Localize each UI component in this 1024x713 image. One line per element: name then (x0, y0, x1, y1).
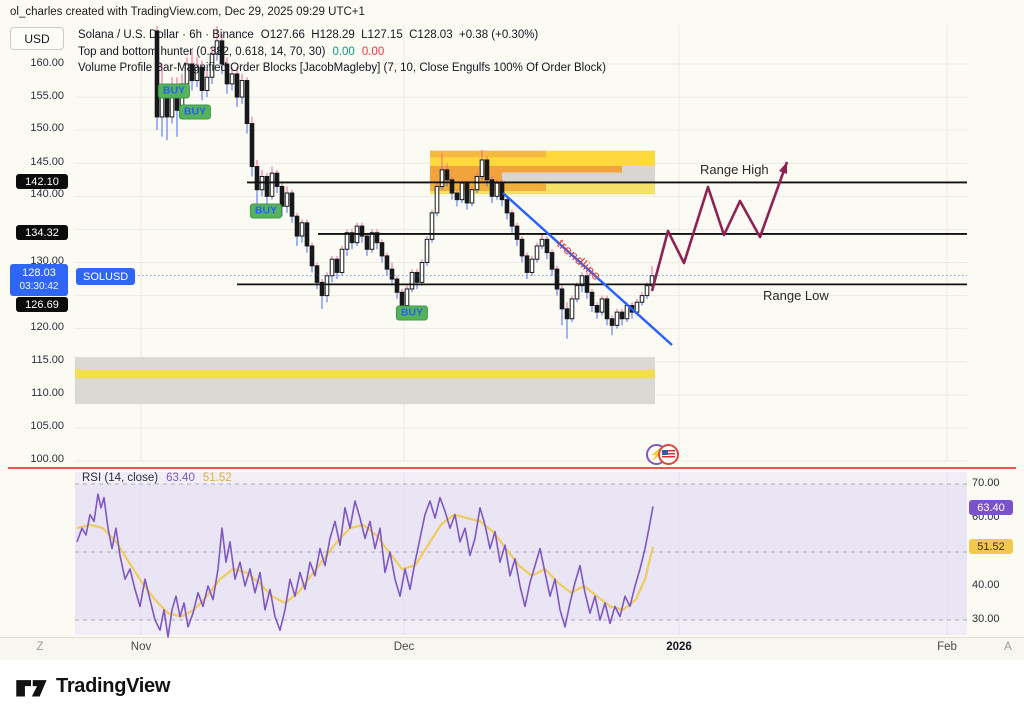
pane-separator-line[interactable] (8, 467, 1016, 469)
tradingview-logo-icon[interactable] (14, 674, 48, 700)
legend-symbol-row[interactable]: Solana / U.S. Dollar · 6h · Binance O127.… (78, 27, 606, 44)
price-tick: 105.00 (30, 420, 64, 432)
symbol-badge: SOLUSD (76, 268, 136, 285)
chart-legend: Solana / U.S. Dollar · 6h · Binance O127.… (78, 27, 606, 77)
bar-countdown: 03:30:42 (19, 281, 59, 292)
rsi-ma-value: 51.52 (202, 472, 232, 484)
indicator-1-name: Top and bottom hunter (0.382, 0.618, 14,… (78, 45, 326, 58)
tradingview-wordmark[interactable]: TradingView (56, 675, 171, 697)
projection-zigzag[interactable] (650, 161, 789, 292)
order-block-zone[interactable] (75, 357, 655, 405)
order-block-zone[interactable] (430, 150, 546, 158)
time-axis-label: Feb (937, 641, 957, 653)
price-tick: 120.00 (30, 321, 64, 333)
buy-label: BUY (395, 305, 429, 321)
indicator-1-value-green: 0.00 (332, 45, 355, 58)
price-tick: 150.00 (30, 122, 64, 134)
currency-button[interactable]: USD (10, 27, 64, 50)
footer: TradingView (0, 660, 1024, 713)
range-high-annotation[interactable]: Range High (700, 162, 769, 177)
order-block-zone[interactable] (430, 172, 502, 182)
price-tick: 110.00 (31, 387, 64, 399)
time-axis-label: A (1004, 641, 1012, 653)
rsi-band-background (75, 484, 967, 620)
time-axis-label: Dec (393, 641, 415, 653)
zigzag-arrowhead (779, 162, 787, 174)
rsi-ma-badge: 51.52 (969, 539, 1013, 554)
buy-label: BUY (157, 83, 191, 99)
price-tick: 155.00 (30, 90, 64, 102)
range-high-price-label: 142.10 (16, 174, 68, 189)
symbol-title: Solana / U.S. Dollar · 6h · Binance (78, 29, 254, 41)
us-economic-event-icon[interactable] (658, 444, 679, 465)
price-tick: 140.00 (30, 188, 64, 200)
rsi-legend[interactable]: RSI (14, close) 63.40 51.52 (82, 472, 232, 484)
range-low-price-label: 126.69 (16, 297, 68, 312)
order-block-zone[interactable] (430, 150, 655, 166)
time-axis-label: Nov (130, 641, 152, 653)
buy-label: BUY (178, 104, 212, 120)
rsi-tick: 40.00 (972, 579, 1000, 591)
time-axis-strip[interactable] (0, 637, 1024, 660)
order-block-zone[interactable] (430, 183, 655, 195)
price-tick: 160.00 (30, 57, 64, 69)
order-block-zone[interactable] (430, 165, 655, 184)
legend-indicator-row-2[interactable]: Volume Profile Bar-Magnified Order Block… (78, 60, 606, 77)
order-block-zone[interactable] (430, 183, 546, 192)
order-block-zone[interactable] (430, 165, 622, 173)
mid-price-label: 134.32 (16, 225, 68, 240)
indicator-1-value-red: 0.00 (361, 45, 385, 58)
range-low-annotation[interactable]: Range Low (763, 288, 829, 303)
us-flag-icon (662, 450, 675, 459)
ohlc-values: O127.66 H128.29 L127.15 C128.03 +0.38 (+… (260, 29, 539, 41)
rsi-title-text: RSI (14, close) (82, 472, 159, 484)
time-axis-label: 2026 (666, 641, 692, 653)
price-tick: 115.00 (31, 354, 64, 366)
last-price-label: 128.03 03:30:42 (10, 264, 68, 296)
buy-label: BUY (249, 203, 283, 219)
trendline-annotation[interactable]: trendline (553, 236, 605, 284)
attribution-text: ol_charles created with TradingView.com,… (10, 6, 365, 18)
rsi-value-badge: 63.40 (969, 500, 1013, 515)
last-price-value: 128.03 (22, 267, 56, 279)
rsi-value: 63.40 (166, 472, 195, 484)
indicator-2-name: Volume Profile Bar-Magnified Order Block… (78, 62, 606, 74)
price-tick: 145.00 (30, 156, 64, 168)
price-tick: 100.00 (30, 453, 64, 465)
time-axis-label: Z (36, 641, 44, 653)
rsi-tick: 30.00 (972, 613, 1000, 625)
order-block-zone[interactable] (75, 369, 655, 379)
rsi-tick: 70.00 (972, 477, 1000, 489)
legend-indicator-row-1[interactable]: Top and bottom hunter (0.382, 0.618, 14,… (78, 44, 606, 61)
